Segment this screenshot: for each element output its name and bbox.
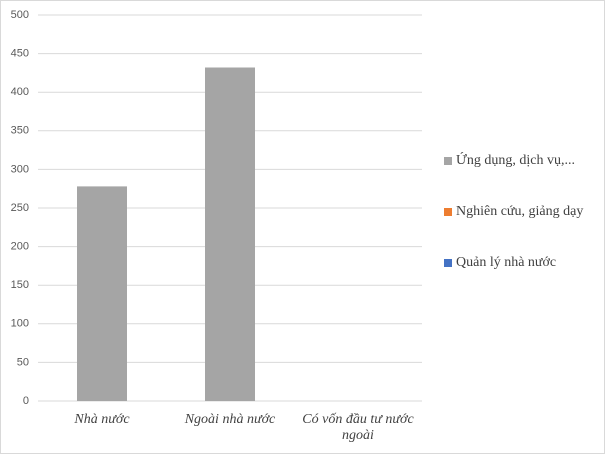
y-tick-label: 450 (11, 48, 29, 60)
legend-label: Quản lý nhà nước (456, 255, 556, 270)
bar (77, 186, 127, 401)
x-tick-label: Nhà nước (74, 412, 130, 427)
y-tick-label: 400 (11, 86, 29, 98)
y-tick-label: 50 (17, 356, 29, 368)
y-tick-label: 350 (11, 125, 29, 137)
y-tick-label: 200 (11, 241, 29, 253)
legend-swatch (444, 259, 452, 267)
legend-swatch (444, 157, 452, 165)
y-tick-label: 300 (11, 163, 29, 175)
legend-label: Nghiên cứu, giảng dạy (456, 204, 583, 219)
x-tick-label: Ngoài nhà nước (184, 412, 276, 427)
legend-swatch (444, 208, 452, 216)
y-tick-label: 0 (23, 395, 29, 407)
x-tick-label: Có vốn đầu tư nước ngoài (302, 412, 414, 443)
y-tick-label: 150 (11, 279, 29, 291)
y-tick-label: 100 (11, 318, 29, 330)
y-tick-label: 500 (11, 9, 29, 21)
y-tick-label: 250 (11, 202, 29, 214)
bar (205, 67, 255, 401)
legend-label: Ứng dụng, dịch vụ,... (456, 151, 575, 168)
